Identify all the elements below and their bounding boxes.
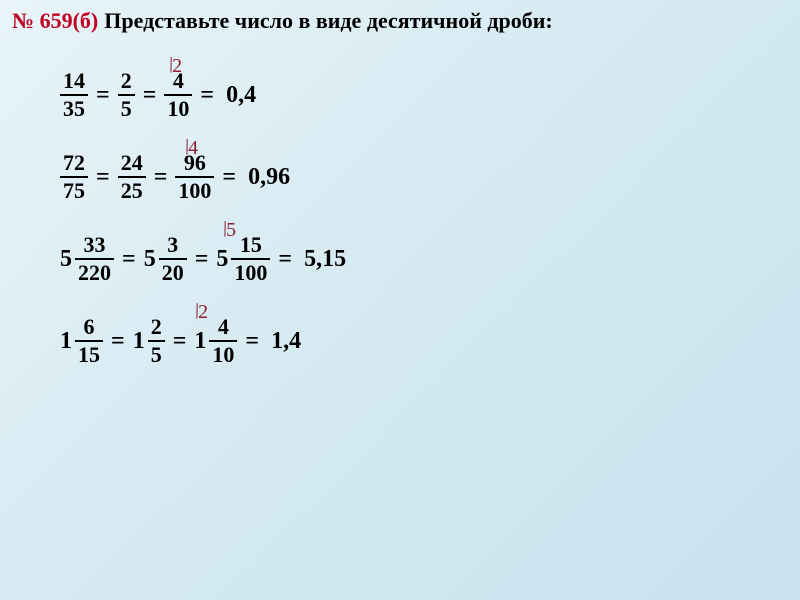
numerator: 6 [81, 316, 98, 340]
numerator: 4 [215, 316, 232, 340]
equals-sign: = [96, 82, 110, 109]
fraction: 33220 [75, 234, 114, 284]
decimal-result: 0,4 [226, 82, 256, 109]
numerator: 2 [148, 316, 165, 340]
mixed-number: 1615 [60, 316, 103, 366]
numerator: 24 [118, 152, 146, 176]
equals-sign: = [278, 246, 292, 273]
denominator: 10 [209, 340, 237, 366]
multiplier-annotation: \4 [184, 134, 198, 160]
fraction: 2425 [118, 152, 146, 202]
whole-part: 1 [133, 328, 145, 355]
decimal-result: 5,15 [304, 246, 346, 273]
decimal-result: 1,4 [271, 328, 301, 355]
denominator: 5 [148, 340, 165, 366]
multiplier-annotation: \2 [168, 52, 182, 78]
decimal-result: 0,96 [248, 164, 290, 191]
equation-row: \21435=25=410=0,4 [60, 70, 346, 120]
fraction: 320 [159, 234, 187, 284]
equals-sign: = [200, 82, 214, 109]
denominator: 35 [60, 94, 88, 120]
numerator: 14 [60, 70, 88, 94]
whole-part: 5 [60, 246, 72, 273]
numerator: 3 [164, 234, 181, 258]
denominator: 75 [60, 176, 88, 202]
equals-sign: = [111, 328, 125, 355]
equation-row: \47275=2425=96100=0,96 [60, 152, 346, 202]
whole-part: 5 [144, 246, 156, 273]
fraction: 410 [209, 316, 237, 366]
denominator: 5 [118, 94, 135, 120]
equation-row: \21615=125=1410=1,4 [60, 316, 346, 366]
denominator: 25 [118, 176, 146, 202]
equals-sign: = [173, 328, 187, 355]
whole-part: 1 [60, 328, 72, 355]
equation-row: \5533220=5320=515100=5,15 [60, 234, 346, 284]
numerator: 33 [81, 234, 109, 258]
multiplier-annotation: \2 [194, 298, 208, 324]
denominator: 220 [75, 258, 114, 284]
whole-part: 1 [194, 328, 206, 355]
equals-sign: = [96, 164, 110, 191]
equals-sign: = [122, 246, 136, 273]
denominator: 100 [231, 258, 270, 284]
header: № 659(б) Представьте число в виде десяти… [12, 8, 553, 34]
numerator: 2 [118, 70, 135, 94]
equals-sign: = [245, 328, 259, 355]
denominator: 10 [164, 94, 192, 120]
fraction: 25 [118, 70, 135, 120]
denominator: 15 [75, 340, 103, 366]
fraction: 25 [148, 316, 165, 366]
problem-number: № 659(б) [12, 8, 98, 34]
numerator: 72 [60, 152, 88, 176]
denominator: 20 [159, 258, 187, 284]
numerator: 15 [237, 234, 265, 258]
equals-sign: = [195, 246, 209, 273]
equals-sign: = [143, 82, 157, 109]
equals-sign: = [154, 164, 168, 191]
multiplier-annotation: \5 [222, 216, 236, 242]
fraction: 15100 [231, 234, 270, 284]
denominator: 100 [175, 176, 214, 202]
mixed-number: 5320 [144, 234, 187, 284]
equals-sign: = [222, 164, 236, 191]
math-content: \21435=25=410=0,4\47275=2425=96100=0,96\… [60, 70, 346, 398]
fraction: 7275 [60, 152, 88, 202]
fraction: 615 [75, 316, 103, 366]
whole-part: 5 [216, 246, 228, 273]
mixed-number: 533220 [60, 234, 114, 284]
fraction: 1435 [60, 70, 88, 120]
problem-title: Представьте число в виде десятичной дроб… [104, 8, 553, 34]
mixed-number: 125 [133, 316, 165, 366]
